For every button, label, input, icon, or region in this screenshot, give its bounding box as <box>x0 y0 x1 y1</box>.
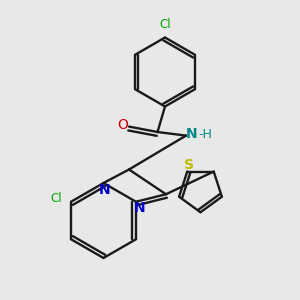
Text: O: O <box>117 118 128 132</box>
Text: Cl: Cl <box>159 18 171 31</box>
Text: Cl: Cl <box>50 192 62 205</box>
Text: -H: -H <box>198 128 212 141</box>
Text: N: N <box>99 183 111 196</box>
Text: N: N <box>134 201 146 215</box>
Text: S: S <box>184 158 194 172</box>
Text: N: N <box>186 127 198 141</box>
